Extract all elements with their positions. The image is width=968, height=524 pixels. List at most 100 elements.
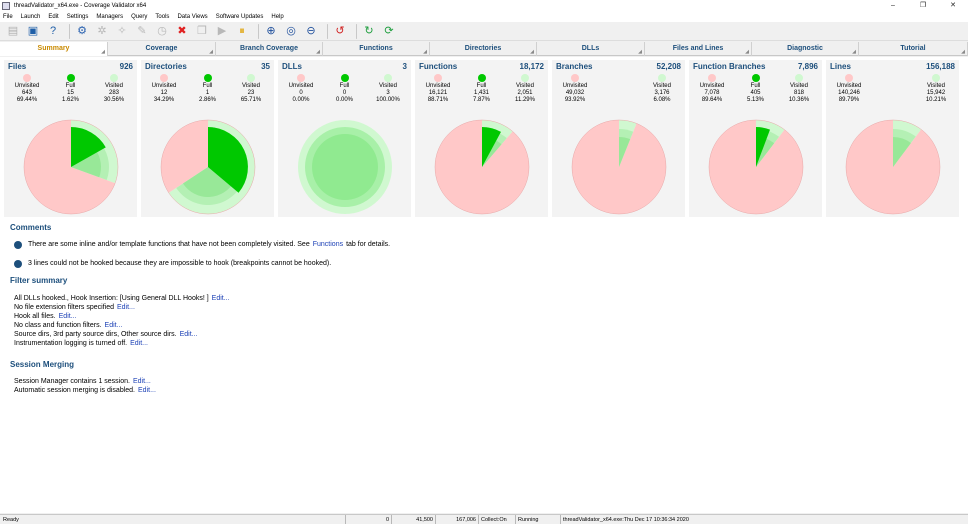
stat-unvisited: Unvisited 16,121 88.71% [418,74,458,104]
stat-full: Full 1,431 7.87% [462,74,502,104]
pause-icon[interactable]: ⏸ [239,25,245,37]
tab-summary[interactable]: Summary ◢ [0,42,108,56]
settings-gear-icon[interactable]: ⚙ [77,25,87,37]
zoom-out-icon[interactable]: ⊖ [306,25,316,37]
card-stats: Unvisited 49,032 93.92% Visited 3,176 6.08% [552,74,685,104]
tab-functions[interactable]: Functions ◢ [323,42,430,56]
stat-percent: 5.13% [746,97,764,103]
tab-corner-icon: ◢ [316,49,320,55]
wizard-icon[interactable]: ✲ [97,25,107,37]
help-icon[interactable]: ? [49,25,57,37]
tab-tutorial[interactable]: Tutorial ◢ [859,42,968,56]
minimize-button[interactable]: – [891,2,895,9]
menu-query[interactable]: Query [131,13,148,20]
card-stats: Unvisited 0 0.00% Full 0 0.00% Visited 3 100.00% [278,74,411,104]
tab-directories[interactable]: Directories ◢ [430,42,537,56]
card-header: Branches 52,208 [552,60,685,73]
timer-icon[interactable]: ◷ [157,25,167,37]
tab-label: Branch Coverage [240,45,298,52]
status-value-3: 167,006 [435,515,478,524]
stop-icon[interactable]: ✖ [177,25,187,37]
close-button[interactable]: ✕ [950,2,956,9]
pie-slice-unvisited [571,119,666,214]
session-merging-title: Session Merging [10,360,75,369]
edit-link[interactable]: Edit... [211,295,230,302]
new-session-icon[interactable]: ▤ [7,25,19,37]
card-total: 3 [402,62,407,71]
stat-count: 16,121 [428,90,448,96]
stat-count: 3 [386,90,390,96]
line-text: No file extension filters specified [14,304,114,311]
stat-count: 3,176 [654,90,670,96]
stat-percent: 11.29% [515,97,535,103]
stat-label: Unvisited [836,83,862,89]
status-state: Running [515,515,560,524]
menu-data-views[interactable]: Data Views [177,13,208,20]
stat-count: 1,431 [473,90,489,96]
tab-corner-icon: ◢ [423,49,427,55]
unvisited-legend-dot-icon [160,74,168,82]
zoom-in-icon[interactable]: ⊕ [266,25,276,37]
stat-percent: 1.62% [61,97,79,103]
stat-percent: 69.44% [16,97,38,103]
stat-full: Full 0 0.00% [325,74,365,104]
stat-full: Full 1 2.86% [188,74,228,104]
menu-edit[interactable]: Edit [48,13,59,20]
functions-link[interactable]: Functions [312,241,344,248]
refresh-icon[interactable]: ↻ [364,25,374,37]
card-header: Files 926 [4,60,137,73]
menu-settings[interactable]: Settings [66,13,89,20]
stat-count: 2,051 [517,90,533,96]
stat-count: 49,032 [565,90,585,96]
menu-tools[interactable]: Tools [155,13,170,20]
session-merging-line: Automatic session merging is disabled. Ed… [14,386,960,395]
edit-link[interactable]: Edit... [58,313,77,320]
menu-help[interactable]: Help [271,13,284,20]
tab-diagnostic[interactable]: Diagnostic ◢ [752,42,859,56]
stat-count: 12 [160,90,168,96]
hook-icon[interactable]: ✧ [117,25,127,37]
visited-legend-dot-icon [658,74,666,82]
edit-link[interactable]: Edit... [138,387,156,394]
save-icon[interactable]: ▣ [27,25,39,37]
stat-label: Full [476,83,487,89]
play-icon[interactable]: ▶ [217,25,227,37]
stat-percent: 10.36% [788,97,810,103]
stat-count: 140,246 [838,90,860,96]
menu-software-updates[interactable]: Software Updates [215,13,264,20]
card-lines: Lines 156,188 Unvisited 140,246 89.79% Visite… [826,60,959,217]
line-text: Session Manager contains 1 session. [14,378,130,385]
pie-outline [23,119,119,215]
visited-legend-dot-icon [795,74,803,82]
pie-slice-unvisited [709,120,804,214]
edit-link[interactable]: Edit... [104,322,123,329]
pen-icon[interactable]: ✎ [137,25,147,37]
undo-icon[interactable]: ↺ [335,25,345,37]
tab-coverage[interactable]: Coverage ◢ [108,42,216,56]
menu-managers[interactable]: Managers [96,13,124,20]
clipboard-icon[interactable]: ❐ [197,25,207,37]
edit-link[interactable]: Edit... [117,304,135,311]
edit-link[interactable]: Edit... [179,331,198,338]
card-header: Lines 156,188 [826,60,959,73]
window-title: threadValidator_x64.exe - Coverage Valid… [14,2,147,9]
stat-percent: 89.79% [838,97,860,103]
restore-button[interactable]: ❐ [919,2,927,9]
stat-unvisited: Unvisited 643 69.44% [7,74,47,104]
menu-launch[interactable]: Launch [20,13,41,20]
comments-title: Comments [10,223,52,232]
refresh-all-icon[interactable]: ⟳ [384,25,394,37]
pie-chart [434,119,530,215]
full-legend-dot-icon [340,74,349,82]
zoom-icon[interactable]: ◎ [286,25,296,37]
card-title: Branches [556,62,593,71]
edit-link[interactable]: Edit... [130,340,149,347]
pie-outline [571,119,667,215]
tab-files-and-lines[interactable]: Files and Lines ◢ [645,42,752,56]
edit-link[interactable]: Edit... [132,378,151,385]
card-stats: Unvisited 140,246 89.79% Visited 15,942 10.21… [826,74,959,104]
stat-visited: Visited 3 100.00% [368,74,408,104]
menu-file[interactable]: File [3,13,13,20]
tab-dlls[interactable]: DLLs ◢ [537,42,645,56]
tab-branch-coverage[interactable]: Branch Coverage ◢ [216,42,323,56]
